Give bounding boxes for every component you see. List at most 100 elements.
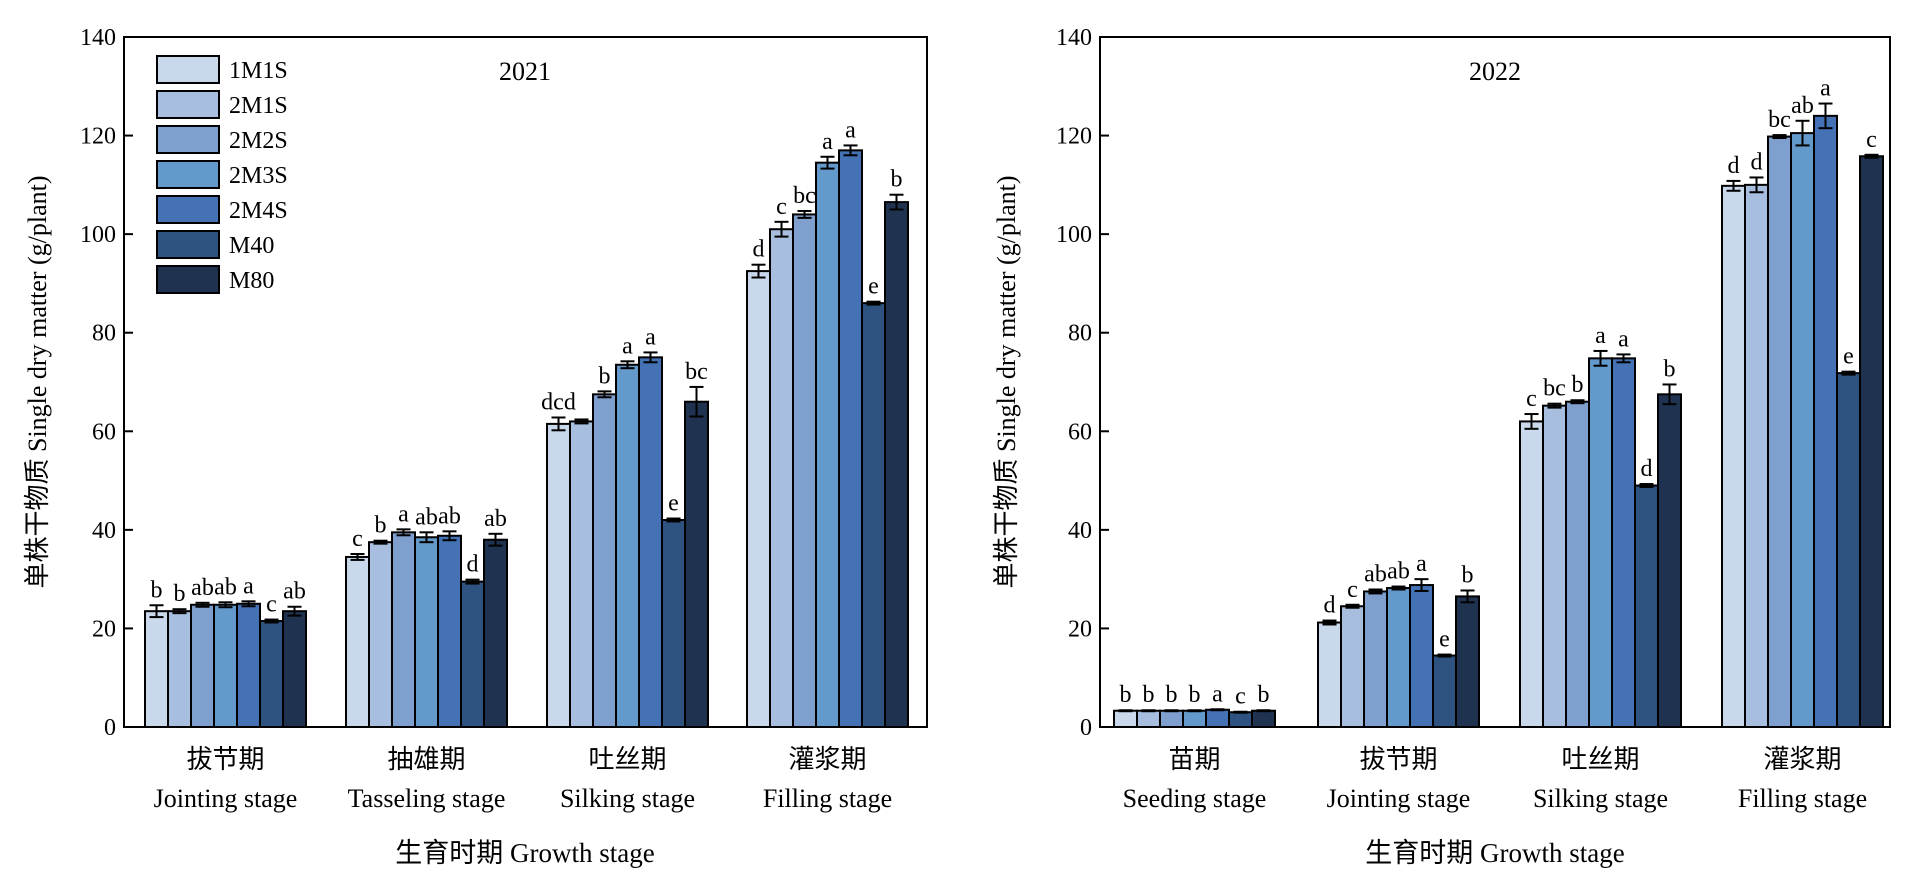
bar bbox=[1836, 372, 1861, 728]
significance-letter: b bbox=[1258, 682, 1270, 708]
bar bbox=[1228, 711, 1253, 729]
significance-letter: c bbox=[1526, 386, 1537, 412]
significance-letter: c bbox=[352, 526, 363, 552]
bar-series bbox=[1113, 114, 1884, 729]
y-tick-label: 120 bbox=[1056, 124, 1092, 150]
bar bbox=[1340, 605, 1365, 728]
significance-letter: e bbox=[668, 491, 679, 517]
bar bbox=[460, 580, 485, 728]
significance-letter: ab bbox=[191, 575, 214, 601]
bar bbox=[1251, 709, 1276, 729]
year-label: 2022 bbox=[1469, 57, 1521, 86]
significance-letter: a bbox=[622, 333, 633, 359]
y-axis-label: 单株干物质 Single dry matter (g/plant) bbox=[992, 175, 1021, 588]
significance-letter: c bbox=[1235, 684, 1246, 710]
y-tick-label: 80 bbox=[92, 321, 116, 347]
significance-letter: b bbox=[891, 167, 903, 193]
y-axis: 0 20 40 60 80 100 120 140 bbox=[80, 25, 133, 741]
legend-label: 2M4S bbox=[229, 198, 288, 224]
bar bbox=[1634, 484, 1659, 728]
bar bbox=[838, 149, 863, 729]
bar bbox=[592, 393, 617, 728]
x-axis: 拔节期 Jointing stage 抽雄期 Tasseling stage 吐丝期 Si… bbox=[154, 718, 892, 813]
significance-letter: a bbox=[822, 129, 833, 155]
bar bbox=[1363, 590, 1388, 729]
bar bbox=[368, 541, 393, 729]
significance-letter: ab bbox=[1387, 559, 1410, 585]
bar bbox=[1813, 114, 1838, 729]
significance-letter: b bbox=[1166, 682, 1178, 708]
significance-letter: a bbox=[1820, 76, 1831, 102]
y-tick-label: 60 bbox=[92, 419, 116, 445]
significance-letter: b bbox=[1462, 562, 1474, 588]
y-tick-label: 40 bbox=[92, 518, 116, 544]
legend-swatch bbox=[156, 265, 220, 294]
bar bbox=[167, 610, 192, 729]
bar bbox=[615, 363, 640, 728]
significance-letter: a bbox=[1416, 551, 1427, 577]
significance-letter: d bbox=[467, 552, 479, 578]
y-tick-label: 100 bbox=[1056, 222, 1092, 248]
chart-panel-2021: 2021 单株干物质 Single dry matter (g/plant) 生… bbox=[23, 25, 928, 868]
significance-letter: ab bbox=[1791, 93, 1814, 119]
x-category-label-en: Filling stage bbox=[763, 784, 892, 813]
significance-letter: a bbox=[1595, 323, 1606, 349]
y-tick-label: 100 bbox=[80, 222, 116, 248]
bar bbox=[414, 536, 439, 728]
y-tick-label: 40 bbox=[1068, 518, 1092, 544]
significance-letter: d bbox=[1324, 593, 1336, 619]
bar bbox=[1565, 400, 1590, 728]
legend-label: 2M1S bbox=[229, 93, 288, 119]
legend-swatch bbox=[156, 160, 220, 189]
legend-swatch bbox=[156, 125, 220, 154]
significance-letter: c bbox=[1866, 127, 1877, 153]
bar bbox=[1721, 184, 1746, 729]
significance-letter: a bbox=[1212, 681, 1223, 707]
legend-label: 2M3S bbox=[229, 163, 288, 189]
y-tick-label: 140 bbox=[1056, 25, 1092, 51]
bar bbox=[1767, 135, 1792, 729]
bar bbox=[437, 534, 462, 728]
legend-swatch bbox=[156, 195, 220, 224]
significance-letter: d bbox=[753, 237, 765, 263]
significance-letter: bc bbox=[1543, 376, 1566, 402]
legend-label: 1M1S bbox=[229, 58, 288, 84]
bar bbox=[815, 161, 840, 728]
bar bbox=[213, 603, 238, 728]
bar bbox=[546, 422, 571, 728]
error-bars bbox=[149, 144, 904, 624]
y-tick-label: 0 bbox=[1080, 715, 1092, 741]
significance-letter: e bbox=[1843, 344, 1854, 370]
bar bbox=[259, 620, 284, 728]
bar bbox=[684, 400, 709, 728]
significance-letter: b bbox=[1189, 682, 1201, 708]
significance-letter: a bbox=[243, 573, 254, 599]
significance-letter: ab bbox=[438, 503, 461, 529]
x-category-label-en: Tasseling stage bbox=[348, 784, 506, 813]
bar bbox=[769, 228, 794, 728]
bar bbox=[1790, 132, 1815, 729]
y-axis: 0 20 40 60 80 100 120 140 bbox=[1056, 25, 1109, 741]
significance-letter: ab bbox=[214, 574, 237, 600]
legend-label: M40 bbox=[229, 233, 274, 259]
y-tick-label: 20 bbox=[92, 616, 116, 642]
bar bbox=[861, 302, 886, 728]
significance-letter: a bbox=[845, 117, 856, 143]
significance-letter: b bbox=[375, 513, 387, 539]
bar bbox=[1455, 595, 1480, 729]
significance-letter: b bbox=[1572, 372, 1584, 398]
bar bbox=[1386, 587, 1411, 728]
bar bbox=[144, 610, 169, 729]
significance-letter: b bbox=[151, 577, 163, 603]
x-axis: 苗期 Seeding stage 拔节期 Jointing stage 吐丝期 Silki… bbox=[1123, 718, 1867, 813]
y-tick-label: 20 bbox=[1068, 616, 1092, 642]
legend-swatch bbox=[156, 55, 220, 84]
bar bbox=[1136, 709, 1161, 729]
legend: 1M1S 2M1S 2M2S 2M3S 2M4S M40 M80 bbox=[156, 55, 288, 294]
bar bbox=[483, 538, 508, 729]
x-category-label-en: Silking stage bbox=[560, 784, 695, 813]
x-category-label-en: Silking stage bbox=[1533, 784, 1668, 813]
significance-letter: b bbox=[1143, 682, 1155, 708]
